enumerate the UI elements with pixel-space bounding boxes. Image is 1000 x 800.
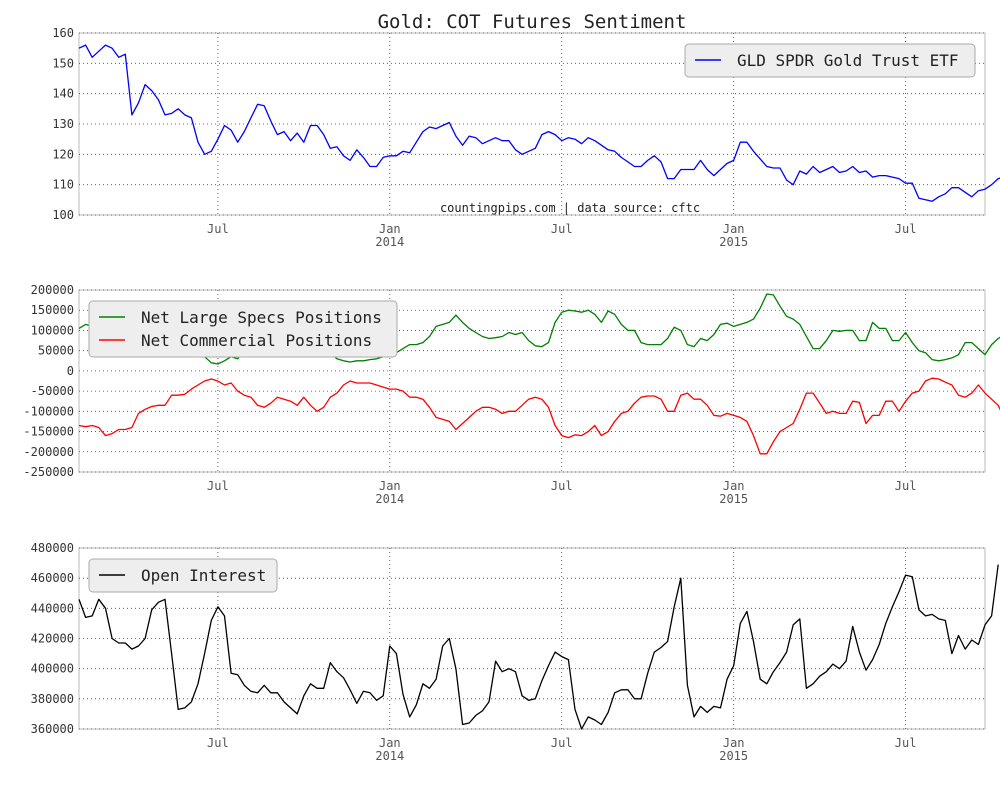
- x-tick-label: Jul: [207, 222, 229, 236]
- y-tick-label: -150000: [23, 425, 74, 439]
- x-tick-label: Jul: [551, 479, 573, 493]
- x-tick-label: Jul: [207, 736, 229, 750]
- y-tick-label: -50000: [31, 384, 74, 398]
- x-tick-year-label: 2015: [719, 749, 748, 763]
- chart-title: Gold: COT Futures Sentiment: [378, 11, 687, 33]
- y-tick-label: 140: [52, 87, 74, 101]
- y-tick-label: 100: [52, 208, 74, 222]
- x-tick-label: Jul: [895, 736, 917, 750]
- legend: [684, 43, 976, 78]
- y-tick-label: 150: [52, 56, 74, 70]
- source-annotation: countingpips.com | data source: cftc: [440, 201, 700, 215]
- x-tick-year-label: 2015: [719, 235, 748, 249]
- legend-label: Net Large Specs Positions: [141, 308, 382, 327]
- x-tick-label: Jan: [723, 736, 745, 750]
- x-tick-label: Jul: [551, 222, 573, 236]
- y-tick-label: 100000: [31, 323, 74, 337]
- x-tick-year-label: 2014: [375, 235, 404, 249]
- legend-label: GLD SPDR Gold Trust ETF: [737, 51, 959, 70]
- series-line: [78, 293, 1000, 365]
- x-tick-label: Jan: [379, 479, 401, 493]
- x-tick-year-label: 2014: [375, 492, 404, 506]
- y-tick-label: 420000: [31, 632, 74, 646]
- y-tick-label: 0: [67, 364, 74, 378]
- open-interest-panel: 360000 380000 400000 420000 440000 460000 4800…: [31, 541, 999, 763]
- y-tick-label: 120: [52, 147, 74, 161]
- y-tick-label: 50000: [38, 344, 74, 358]
- x-tick-year-label: 2015: [719, 492, 748, 506]
- y-tick-label: -250000: [23, 465, 74, 479]
- x-tick-label: Jan: [723, 222, 745, 236]
- x-tick-label: Jul: [895, 222, 917, 236]
- legend: [88, 558, 278, 593]
- legend: [88, 300, 398, 358]
- y-tick-label: 200000: [31, 283, 74, 297]
- y-tick-label: 360000: [31, 722, 74, 736]
- series-line: [78, 377, 1000, 455]
- y-tick-label: 400000: [31, 662, 74, 676]
- y-tick-label: 110: [52, 178, 74, 192]
- series-line: [78, 44, 1000, 202]
- y-tick-label: 480000: [31, 541, 74, 555]
- y-tick-label: 460000: [31, 571, 74, 585]
- series-line: [78, 564, 999, 730]
- x-tick-label: Jan: [379, 222, 401, 236]
- y-tick-label: 130: [52, 117, 74, 131]
- y-tick-label: -200000: [23, 445, 74, 459]
- x-tick-label: Jul: [551, 736, 573, 750]
- x-tick-year-label: 2014: [375, 749, 404, 763]
- y-tick-label: -100000: [23, 404, 74, 418]
- y-tick-label: 160: [52, 26, 74, 40]
- x-tick-label: Jul: [895, 479, 917, 493]
- x-tick-label: Jan: [379, 736, 401, 750]
- x-tick-label: Jul: [207, 479, 229, 493]
- x-tick-label: Jan: [723, 479, 745, 493]
- y-tick-label: 380000: [31, 692, 74, 706]
- y-tick-label: 440000: [31, 601, 74, 615]
- legend-label: Net Commercial Positions: [141, 331, 372, 350]
- legend-label: Open Interest: [141, 566, 266, 585]
- y-tick-label: 150000: [31, 303, 74, 317]
- cot-positions-panel: -250000 -200000 -150000 -100000 -50000 0 50000…: [23, 283, 1000, 506]
